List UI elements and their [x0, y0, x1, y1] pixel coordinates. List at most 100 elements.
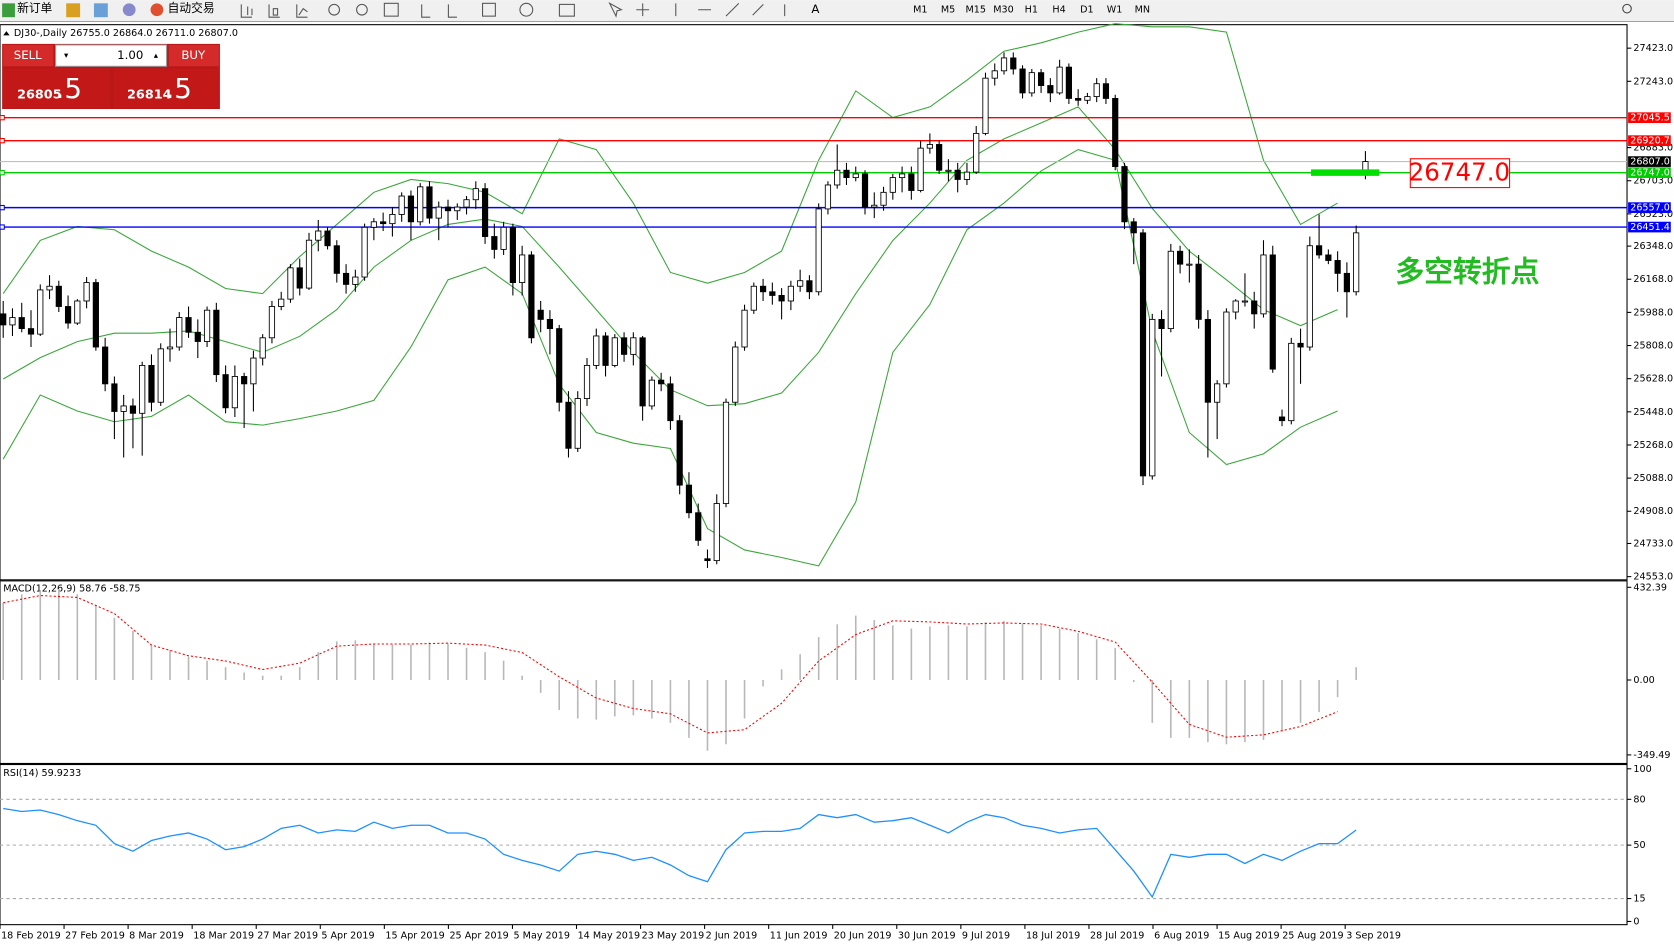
line-handle — [0, 115, 5, 121]
candle-body — [1010, 57, 1017, 70]
timeframe-button[interactable]: M30 — [993, 5, 1014, 16]
bid-pip[interactable]: .5 — [56, 72, 82, 105]
candle-body — [880, 191, 887, 206]
candle-body — [620, 337, 628, 355]
new-order-button[interactable]: 新订单 — [17, 1, 52, 15]
macd-tick-label: 432.39 — [1633, 582, 1667, 593]
toolbar-icon[interactable] — [93, 3, 108, 18]
tile-icon[interactable] — [383, 2, 399, 17]
toolbar-icon[interactable] — [122, 3, 136, 17]
candle-body — [241, 376, 248, 385]
candle-body — [843, 169, 850, 179]
candle-body — [203, 309, 211, 342]
lot-value[interactable]: 1.00 — [117, 48, 143, 62]
candle-body — [1288, 342, 1295, 422]
new-order-icon[interactable] — [2, 3, 15, 18]
ask-price[interactable]: 26814 — [127, 88, 172, 103]
candle-body — [815, 208, 822, 293]
y-tick-label: 26348.0 — [1633, 241, 1673, 252]
candle-body — [954, 169, 961, 180]
lot-up[interactable]: ▴ — [154, 51, 159, 61]
timeframe-button[interactable]: M1 — [913, 5, 927, 16]
bar-chart-icon[interactable] — [240, 4, 253, 18]
timeframe-button[interactable]: M15 — [966, 5, 987, 16]
candle-body — [157, 348, 164, 403]
candle-body — [1232, 300, 1239, 313]
candle-body — [945, 169, 952, 172]
ask-pip[interactable]: .5 — [165, 72, 191, 105]
candle-body — [769, 291, 776, 296]
price-panel — [0, 24, 1628, 581]
candle-body — [426, 186, 433, 219]
candle-body — [454, 206, 461, 212]
line-handle — [0, 204, 5, 211]
candle-body — [37, 289, 44, 335]
y-tick-label: 25448.0 — [1633, 407, 1673, 418]
y-tick-label: 25088.0 — [1633, 473, 1673, 484]
rsi-tick-label: 15 — [1633, 894, 1645, 905]
price-label: 26747.0 — [1630, 168, 1670, 179]
candle-body — [500, 226, 507, 250]
candle-body — [528, 254, 535, 339]
sell-label[interactable]: SELL — [14, 48, 42, 62]
candle-body — [1195, 263, 1202, 320]
timeframe-button[interactable]: W1 — [1107, 5, 1123, 16]
toolbar-icon[interactable] — [66, 3, 81, 18]
buy-button[interactable] — [168, 44, 219, 67]
timeframe-button[interactable]: H4 — [1052, 5, 1065, 16]
auto-trading-icon[interactable] — [150, 3, 164, 17]
candle-icon[interactable] — [268, 4, 280, 18]
candle-body — [519, 254, 526, 283]
timeframe-button[interactable]: D1 — [1080, 5, 1094, 16]
candle-body — [361, 226, 368, 278]
bid-box[interactable] — [3, 68, 110, 108]
candle-body — [389, 214, 396, 225]
zoom-in-icon[interactable] — [328, 3, 341, 16]
indicator-icon[interactable] — [482, 2, 496, 17]
zoom-out-icon[interactable] — [356, 3, 368, 16]
candle-body — [750, 285, 757, 311]
candle-body — [1167, 250, 1174, 330]
line-icon[interactable] — [296, 4, 308, 18]
period-icon[interactable] — [519, 2, 534, 17]
sell-button[interactable] — [3, 44, 54, 67]
candle-body — [194, 331, 201, 342]
candle-body — [120, 405, 127, 412]
timeframe-button[interactable]: MN — [1135, 5, 1150, 16]
candle-body — [166, 346, 174, 350]
template-icon[interactable] — [558, 3, 575, 17]
x-tick-label: 25 Aug 2019 — [1282, 930, 1343, 941]
ask-box[interactable] — [113, 68, 219, 108]
lot-field[interactable] — [54, 44, 168, 67]
buy-label[interactable]: BUY — [181, 48, 206, 62]
scroll-icon[interactable] — [421, 4, 457, 18]
search-icon[interactable] — [1622, 3, 1632, 14]
candle-body — [583, 364, 591, 399]
timeframe-button[interactable]: M5 — [941, 5, 955, 16]
y-tick-label: 25988.0 — [1633, 307, 1673, 318]
y-tick-label: 26168.0 — [1633, 274, 1673, 285]
candle-body — [889, 177, 896, 193]
candle-body — [435, 206, 442, 219]
collapse-icon[interactable] — [3, 31, 10, 36]
auto-trading-button[interactable]: 自动交易 — [168, 1, 215, 15]
lot-down[interactable]: ▾ — [64, 51, 69, 61]
x-tick-label: 23 May 2019 — [642, 930, 705, 941]
candle-body — [380, 221, 387, 225]
candle-body — [834, 169, 841, 186]
candle-body — [732, 346, 739, 403]
candle-body — [861, 173, 869, 208]
candle-body — [797, 280, 804, 287]
drawing-tools[interactable] — [608, 2, 786, 18]
candle-body — [667, 383, 674, 422]
candle-body — [926, 144, 933, 149]
bid-price[interactable]: 26805 — [17, 88, 62, 103]
x-tick-label: 2 Jun 2019 — [706, 930, 758, 941]
current-price-label: 26807.0 — [1630, 157, 1670, 168]
candle-body — [1278, 416, 1286, 422]
toolbar — [0, 0, 1674, 22]
text-tool[interactable]: A — [811, 2, 819, 16]
candle-body — [370, 221, 377, 228]
candle-body — [1315, 245, 1323, 256]
timeframe-button[interactable]: H1 — [1025, 5, 1038, 16]
